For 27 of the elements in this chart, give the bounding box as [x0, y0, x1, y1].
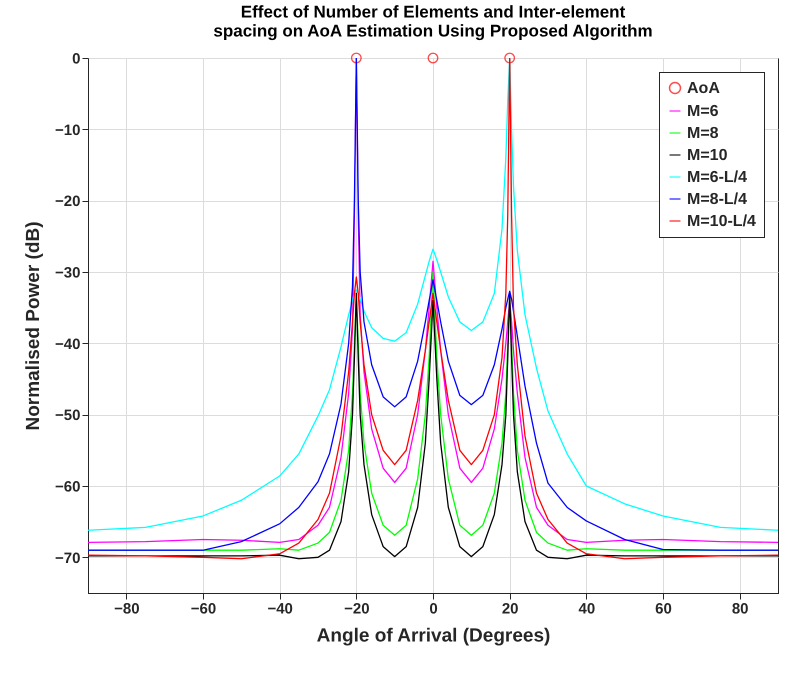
x-tick-label: 20 — [502, 600, 519, 618]
legend-label: M=8 — [687, 125, 719, 142]
x-tick-label: −20 — [344, 600, 370, 618]
y-tick-label: −60 — [55, 478, 80, 496]
x-tick-label: 0 — [429, 600, 438, 618]
x-tick-label: 80 — [732, 600, 749, 618]
legend-label: M=6 — [687, 103, 719, 120]
legend-label: M=10-L/4 — [687, 213, 756, 230]
legend-label: M=10 — [687, 147, 728, 164]
legend-label: M=8-L/4 — [687, 191, 748, 208]
y-tick-label: −40 — [55, 336, 80, 353]
x-tick-label: −80 — [114, 600, 140, 618]
y-tick-label: −10 — [55, 122, 80, 139]
x-tick-label: 40 — [578, 600, 596, 618]
x-tick-label: −60 — [190, 600, 216, 618]
x-tick-label: −40 — [267, 600, 293, 618]
x-axis-title: Angle of Arrival (Degrees) — [316, 626, 550, 646]
y-axis-title: Normalised Power (dB) — [23, 221, 44, 431]
chart-title: Effect of Number of Elements and Inter-element spacing on AoA Estimation Using Proposed Algorithm — [213, 2, 653, 41]
x-tick-label: 60 — [655, 600, 672, 618]
y-tick-label: −30 — [55, 264, 80, 282]
y-tick-label: −70 — [55, 550, 80, 567]
legend-label: M=6-L/4 — [687, 169, 748, 186]
y-tick-label: 0 — [72, 50, 80, 68]
y-tick-label: −20 — [55, 193, 80, 210]
legend-label: AoA — [687, 80, 720, 97]
y-tick-label: −50 — [55, 407, 80, 424]
